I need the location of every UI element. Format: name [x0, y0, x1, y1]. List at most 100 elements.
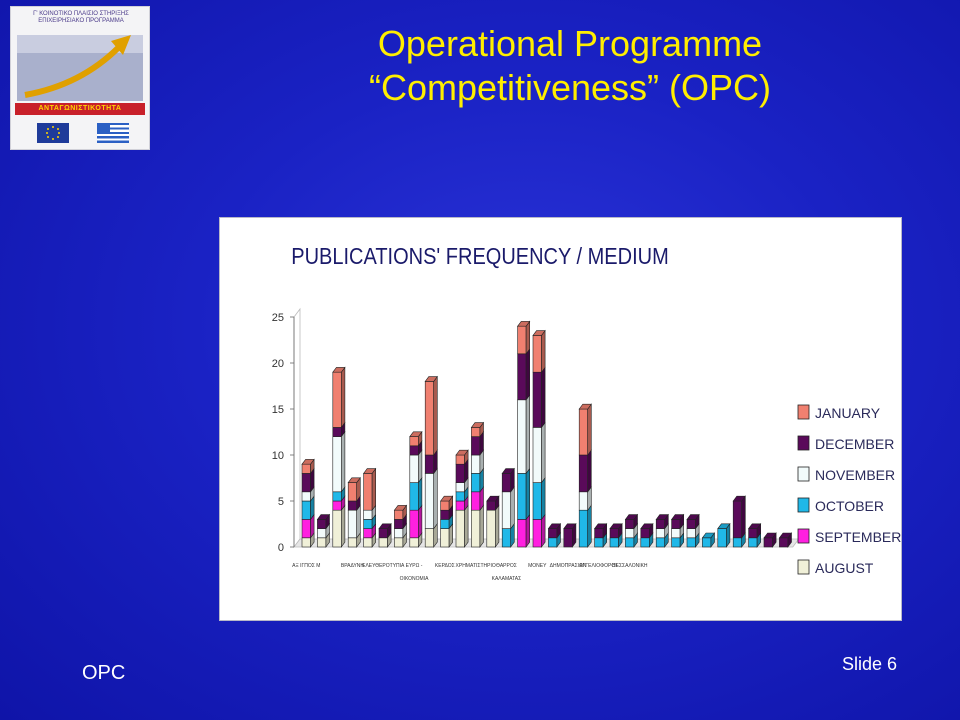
bar-segment	[563, 528, 573, 548]
bar-segment	[517, 399, 527, 474]
bar-segment-side	[525, 394, 531, 475]
bar-segment-side	[433, 467, 438, 530]
slide-number: Slide 6	[842, 654, 898, 674]
bar-segment	[347, 500, 357, 511]
bar-segment	[440, 509, 450, 520]
bar-segment-top	[717, 523, 731, 529]
y-tick-label: 10	[272, 450, 284, 462]
bar-segment	[686, 519, 696, 529]
x-tick-label: ΕΛΕΥΘΕΡΟΤΥΠΙΑ	[362, 563, 405, 569]
bar-segment	[317, 519, 327, 529]
bar-segment-top	[378, 523, 392, 529]
bar-segment	[779, 537, 789, 548]
bar-segment	[332, 491, 342, 502]
legend-label: OCTOBER	[815, 498, 884, 514]
bar-segment	[517, 353, 527, 401]
bar-segment-side	[371, 467, 376, 512]
x-tick-label: ΟΙΚΟΝΟΜΙΑ	[400, 576, 429, 582]
bar-segment	[301, 491, 311, 502]
bar-segment	[578, 509, 589, 548]
x-tick-label: ΘΕΣΣΑΛΟΝΙΚΗ	[612, 563, 648, 569]
bar-segment	[532, 519, 542, 548]
eu-flag-icon	[37, 123, 69, 143]
bar-segment	[363, 528, 373, 539]
bar-segment	[517, 325, 527, 355]
bar-segment-top	[563, 523, 577, 529]
bar-segment-top	[347, 477, 361, 483]
bar-segment	[532, 371, 542, 428]
bar-segment-side	[341, 366, 346, 429]
bar-segment	[501, 528, 512, 548]
legend-swatch	[797, 466, 810, 482]
bar-segment-top	[547, 523, 562, 529]
bar-segment	[440, 500, 450, 511]
x-tick-label: ΚΑΛΑΜΑΤΑΣ	[492, 576, 522, 582]
bar-segment	[378, 528, 388, 539]
bar-segment	[363, 473, 373, 511]
bar-segment	[394, 537, 404, 548]
bar-segment	[625, 528, 635, 539]
legend-swatch	[797, 559, 810, 575]
bar-segment-top	[778, 532, 793, 539]
bar-segment-top	[594, 523, 608, 529]
bar-segment	[363, 519, 373, 529]
bar-segment-side	[525, 467, 531, 521]
stacked-bar-chart: PUBLICATIONS' FREQUENCY / MEDIUM 0 5 10 15 20…	[272, 243, 901, 582]
legend-label: SEPTEMBER	[815, 529, 901, 545]
bar-segment	[578, 408, 589, 456]
bar-segment-top	[578, 403, 592, 410]
bar-segment	[686, 537, 696, 548]
bar-segment-top	[701, 532, 716, 539]
bar-segment	[532, 427, 542, 483]
bar-segment	[409, 454, 419, 483]
bar-segment-top	[440, 495, 454, 502]
bar-segment	[471, 509, 481, 548]
bar-segment	[455, 500, 465, 511]
footer-label: OPC	[82, 662, 126, 684]
y-tick-label: 25	[272, 312, 284, 324]
bar-segment	[702, 537, 712, 548]
bar-segment	[347, 482, 357, 502]
bar-segment-side	[510, 486, 515, 530]
bar-segment	[317, 528, 327, 539]
bar-segment	[471, 436, 481, 456]
x-tick-label: MONEY	[528, 563, 547, 569]
bar-segment	[655, 519, 666, 529]
bar-segment-side	[541, 366, 546, 429]
bar-segment	[609, 528, 619, 539]
bar-segment	[424, 473, 434, 529]
opc-logo: Γ' ΚΟΙΝΟΤΙΚΟ ΠΛΑΙΣΙΟ ΣΤΗΡΙΞΗΣ ΕΠΙΧΕΙΡΗΣΙ…	[10, 6, 150, 150]
logo-banner: ΑΝΤΑΓΩΝΙΣΤΙΚΟΤΗΤΑ	[15, 103, 145, 115]
chart-panel: PUBLICATIONS' FREQUENCY / MEDIUM 0 5 10 15 20…	[219, 217, 902, 621]
bar-segment	[686, 528, 696, 539]
legend-swatch	[797, 497, 810, 513]
bar-segment-side	[587, 504, 592, 548]
bar-segment	[471, 473, 481, 493]
bar-segment	[640, 537, 650, 548]
bar-segment-top	[747, 523, 762, 529]
x-tick-label: ΚΕΡΔΟΣ	[435, 563, 455, 569]
logo-header-text: Γ' ΚΟΙΝΟΤΙΚΟ ΠΛΑΙΣΙΟ ΣΤΗΡΙΞΗΣ ΕΠΙΧΕΙΡΗΣΙ…	[33, 11, 129, 24]
x-tick-label: ΘΑΡΡΟΣ	[496, 563, 517, 569]
bar-segment	[532, 482, 542, 520]
bar-segment	[424, 381, 434, 456]
bar-segment-side	[525, 513, 531, 548]
y-tick-label: 15	[272, 404, 284, 416]
bar-segment	[409, 445, 419, 456]
bar-segment	[732, 537, 743, 548]
bar-segment-side	[587, 403, 592, 456]
bar-segment	[625, 519, 635, 529]
bar-segment-side	[525, 320, 531, 355]
bar-segment	[301, 463, 311, 474]
bar-segment-top	[671, 514, 685, 520]
bar-segment-side	[587, 449, 592, 493]
bar-segment	[440, 519, 450, 529]
bar-segment-top	[624, 514, 639, 520]
bar-segment	[671, 537, 681, 548]
bar-segment	[378, 537, 388, 548]
bar-segment	[455, 482, 465, 493]
bar-segment	[455, 463, 465, 483]
bar-segment-top	[640, 523, 654, 529]
bar-segment-side	[356, 504, 361, 539]
bar-segment-top	[732, 495, 746, 502]
